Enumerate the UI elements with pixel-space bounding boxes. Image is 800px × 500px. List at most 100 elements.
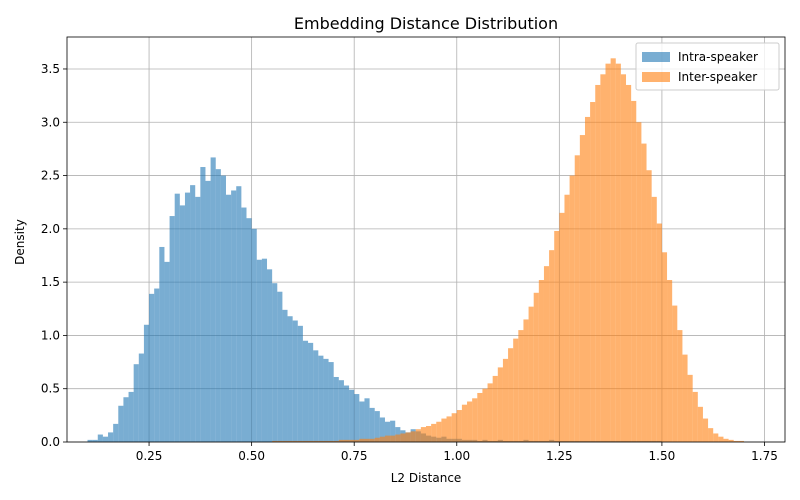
histogram-bar — [364, 398, 370, 442]
histogram-bar — [359, 438, 365, 442]
histogram-bar — [482, 388, 488, 442]
y-tick-label: 0.0 — [41, 435, 60, 449]
histogram-bar — [277, 291, 283, 442]
histogram-bar — [241, 207, 247, 442]
histogram-bar — [441, 418, 447, 442]
histogram-bar — [143, 324, 150, 442]
histogram-bar — [102, 436, 109, 442]
histogram-bar — [369, 438, 375, 442]
histogram-bar — [308, 440, 314, 442]
legend-label: Inter-speaker — [678, 70, 757, 84]
axes-frame — [66, 36, 786, 443]
histogram-bar — [272, 283, 278, 442]
histogram-bar — [354, 394, 360, 442]
histogram-bar — [600, 74, 606, 442]
histogram-bar — [461, 404, 468, 442]
histogram-bar — [677, 330, 683, 442]
histogram-bar — [267, 269, 273, 442]
histogram-bar — [113, 423, 119, 442]
x-tick-label: 0.25 — [136, 449, 163, 463]
histogram-bar — [200, 167, 206, 443]
histogram-bar — [584, 116, 591, 443]
legend-box — [635, 42, 780, 91]
histogram-bar — [661, 252, 668, 442]
histogram-bar — [656, 223, 662, 442]
histogram-bar — [472, 398, 478, 442]
histogram-bar — [349, 389, 355, 442]
legend: Intra-speaker Inter-speaker — [635, 42, 780, 91]
x-tick-label: 0.75 — [341, 449, 368, 463]
histogram-bar — [318, 440, 324, 442]
histogram-bar — [595, 84, 601, 443]
histogram-bar — [672, 305, 678, 442]
histogram-bar — [343, 439, 350, 442]
histogram-bar — [108, 432, 114, 442]
histogram-bar — [420, 427, 426, 442]
histogram-bar — [379, 417, 385, 442]
histogram-bar — [272, 440, 278, 442]
histogram-bar — [641, 143, 647, 442]
axes-layer: 0.25 0.50 0.75 1.00 1.25 1.50 1.75 0.0 0.5 1.0 1.5… — [41, 36, 786, 463]
histogram-bar — [302, 340, 309, 442]
y-tick-label: 2.0 — [41, 222, 60, 236]
histogram-bar — [328, 440, 334, 442]
histogram-bar — [395, 434, 401, 442]
histogram-bar — [708, 428, 714, 442]
histogram-bar — [231, 190, 237, 442]
histogram-bar — [313, 440, 319, 442]
histogram-bar — [292, 440, 298, 442]
histogram-bar — [646, 170, 652, 442]
histogram-bar — [626, 84, 632, 443]
histogram-bar — [138, 353, 144, 442]
histogram-bar — [302, 440, 309, 442]
histogram-bar — [236, 186, 242, 442]
histogram-bar — [738, 440, 744, 442]
legend-swatch — [642, 72, 670, 82]
histogram-bar — [195, 196, 201, 442]
histogram-bar — [713, 433, 719, 442]
histogram-bar — [174, 193, 180, 442]
histogram-bar — [554, 230, 560, 442]
histogram-bar — [282, 309, 288, 442]
histogram-bar — [549, 250, 555, 442]
histogram-bar — [343, 385, 350, 442]
y-tick-label: 3.0 — [41, 115, 60, 129]
histogram-bar — [323, 358, 329, 442]
histogram-bar — [256, 259, 262, 442]
histogram-bar — [379, 436, 385, 442]
histogram-bar — [405, 432, 411, 442]
histogram-bar — [733, 440, 739, 442]
histogram-bar — [179, 205, 185, 442]
histogram-bar — [297, 440, 303, 442]
histogram-bar — [538, 280, 544, 442]
x-tick-label: 1.25 — [546, 449, 573, 463]
histogram-bar — [349, 439, 355, 442]
histogram-bar — [128, 391, 134, 442]
histogram-bar — [390, 420, 396, 442]
histogram-bar — [667, 280, 673, 442]
histogram-bar — [543, 266, 550, 442]
histogram-bar — [169, 216, 175, 442]
histogram-bar — [308, 342, 314, 442]
histogram-bar — [292, 320, 298, 442]
histogram-bar — [620, 74, 627, 442]
histogram-bar — [518, 330, 524, 442]
histogram-bar — [184, 192, 191, 442]
legend-label: Intra-speaker — [678, 50, 758, 64]
histogram-bar — [323, 440, 329, 442]
histogram-bar — [282, 440, 288, 442]
series-intra-speaker — [87, 157, 662, 443]
histogram-bar — [477, 392, 483, 442]
histogram-bar — [354, 439, 360, 442]
histogram-bar — [446, 416, 452, 442]
histogram-bar — [426, 426, 432, 442]
histogram-bar — [497, 367, 503, 442]
histogram-bar — [400, 433, 406, 442]
y-tick-label: 1.5 — [41, 275, 60, 289]
histogram-bar — [682, 354, 688, 442]
histogram-bar — [359, 401, 365, 442]
histogram-bar — [287, 316, 293, 442]
y-tick-label: 3.5 — [41, 62, 60, 76]
histogram-bar — [225, 194, 232, 442]
